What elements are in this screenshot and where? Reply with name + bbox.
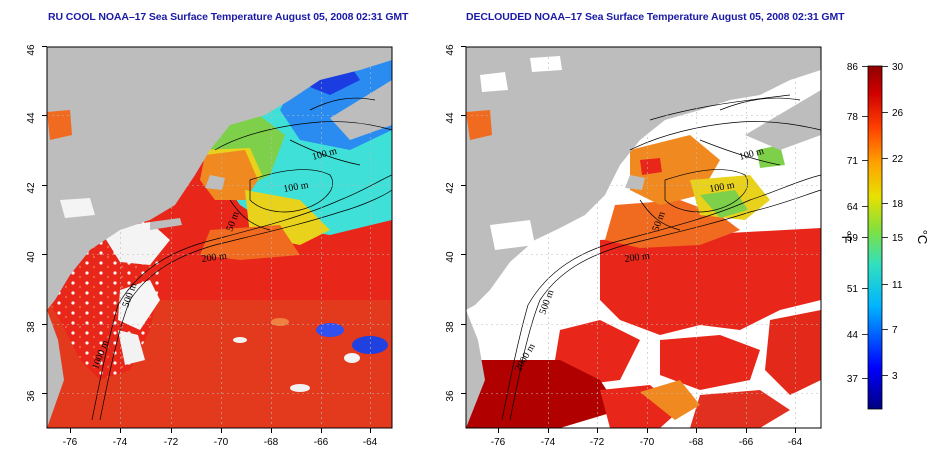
colorbar [867, 65, 883, 410]
right-panel-ticks [461, 46, 796, 433]
lon-tick-label: -74 [541, 437, 556, 448]
lat-tick-label: 40 [26, 251, 37, 263]
lat-tick-label: 46 [445, 44, 456, 56]
lon-tick-label: -76 [63, 437, 78, 448]
contour-label: 200 m [624, 251, 651, 265]
lon-tick-label: -64 [363, 437, 378, 448]
lat-tick-label: 42 [26, 182, 37, 194]
map-frame-right [465, 46, 822, 429]
colorbar-ticks [862, 66, 888, 379]
lon-tick-label: -72 [590, 437, 605, 448]
contour-label: 100 m [283, 180, 310, 195]
celsius-tick-label: 11 [892, 280, 903, 291]
colorbar-celsius-labels: 30 26 22 18 15 11 7 3 [892, 62, 904, 382]
map-panel-right: 100 m 100 m 50 m 200 m 500 m 2000 m [466, 47, 821, 428]
fahrenheit-tick-label: 51 [847, 284, 859, 295]
right-lon-labels: -76 -74 -72 -70 -68 -66 -64 [491, 437, 803, 448]
fahrenheit-tick-label: 86 [847, 62, 859, 73]
ocean-hot-region [466, 360, 620, 428]
map-panel-left: 100 m 100 m 50 m 200 m 500 m 1000 m [47, 47, 392, 428]
colorbar-fahrenheit-labels: 86 78 71 64 59 51 44 37 [847, 62, 859, 385]
left-lon-labels: -76 -74 -72 -70 -68 -66 -64 [63, 437, 378, 448]
lat-tick-label: 44 [445, 112, 456, 124]
depth-contours [91, 97, 392, 421]
celsius-tick-label: 26 [892, 108, 904, 119]
celsius-tick-label: 3 [892, 371, 898, 382]
fahrenheit-tick-label: 71 [847, 156, 859, 167]
lat-tick-label: 44 [26, 112, 37, 124]
lon-tick-label: -68 [264, 437, 279, 448]
lat-tick-label: 36 [445, 390, 456, 402]
celsius-tick-label: 30 [892, 62, 904, 73]
lon-tick-label: -66 [739, 437, 754, 448]
lon-tick-label: -68 [689, 437, 704, 448]
lon-tick-label: -64 [788, 437, 803, 448]
celsius-tick-label: 22 [892, 154, 904, 165]
lon-tick-label: -72 [164, 437, 179, 448]
lat-tick-label: 38 [445, 321, 456, 333]
fahrenheit-tick-label: 44 [847, 330, 859, 341]
left-lat-labels: 46 44 42 40 38 36 [26, 44, 37, 402]
lon-tick-label: -70 [640, 437, 655, 448]
lon-tick-label: -70 [214, 437, 229, 448]
contour-label: 200 m [201, 251, 228, 265]
fahrenheit-tick-label: 37 [847, 374, 859, 385]
lon-tick-label: -66 [314, 437, 329, 448]
land-mass [47, 47, 392, 310]
land-mass [466, 47, 821, 310]
lon-tick-label: -76 [491, 437, 506, 448]
graticule [47, 47, 392, 428]
fahrenheit-tick-label: 64 [847, 202, 859, 213]
celsius-tick-label: 7 [892, 325, 898, 336]
graticule [466, 47, 821, 428]
panel-title-right: DECLOUDED NOAA–17 Sea Surface Temperatur… [466, 11, 845, 23]
contour-label: 100 m [709, 180, 736, 195]
celsius-tick-label: 15 [892, 233, 904, 244]
lat-tick-label: 46 [26, 44, 37, 56]
lat-tick-label: 42 [445, 182, 456, 194]
lon-tick-label: -74 [113, 437, 128, 448]
lat-tick-label: 36 [26, 390, 37, 402]
celsius-tick-label: 18 [892, 199, 904, 210]
fahrenheit-unit-label: °F [839, 230, 854, 243]
ocean-warm-region [600, 228, 821, 335]
celsius-unit-label: °C [915, 230, 930, 245]
lat-tick-label: 38 [26, 321, 37, 333]
fahrenheit-tick-label: 59 [847, 233, 859, 244]
map-frame-left [46, 46, 393, 429]
panel-title-left: RU COOL NOAA–17 Sea Surface Temperature … [48, 11, 409, 23]
left-panel-ticks [42, 46, 371, 433]
fahrenheit-tick-label: 78 [847, 112, 859, 123]
right-lat-labels: 46 44 42 40 38 36 [445, 44, 456, 402]
lat-tick-label: 40 [445, 251, 456, 263]
